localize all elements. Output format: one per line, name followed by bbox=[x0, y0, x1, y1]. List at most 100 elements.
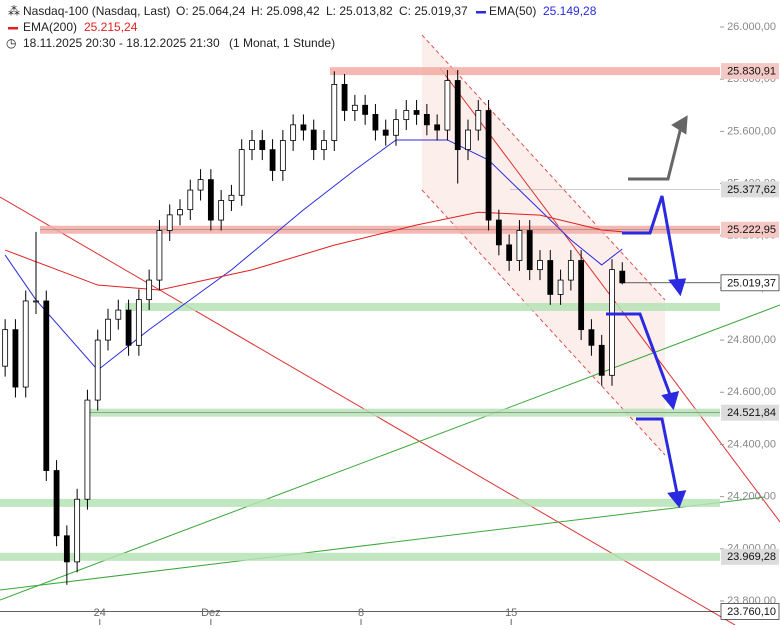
annotations bbox=[0, 34, 780, 626]
level-label: 25.222,95 bbox=[727, 224, 776, 236]
candle-body bbox=[197, 179, 204, 191]
low: L: 25.013,82 bbox=[326, 4, 393, 18]
candle-body bbox=[331, 84, 338, 141]
arrows bbox=[606, 115, 688, 508]
y-tick-label: 24.400,00 bbox=[727, 438, 776, 450]
y-tick-label: 24.800,00 bbox=[727, 334, 776, 346]
candle-body bbox=[526, 230, 533, 271]
candle-body bbox=[84, 399, 91, 500]
candle-body bbox=[567, 260, 574, 281]
candle-body bbox=[403, 110, 410, 121]
level-band bbox=[0, 498, 720, 507]
level-label-box bbox=[720, 603, 780, 620]
candle-body bbox=[454, 80, 461, 151]
level-label: 25.830,91 bbox=[727, 66, 776, 78]
candle-body bbox=[465, 129, 471, 151]
candle-body bbox=[609, 269, 615, 376]
legend-name: EMA(50) bbox=[489, 4, 536, 18]
close: C: 25.019,37 bbox=[399, 4, 468, 18]
candle-body bbox=[495, 219, 502, 246]
period: 18.11.2025 20:30 - 18.12.2025 21:30 bbox=[23, 36, 220, 50]
interval: (1 Monat, 1 Stunde) bbox=[229, 36, 335, 50]
candle-body bbox=[238, 149, 245, 196]
high: H: 25.098,42 bbox=[251, 4, 320, 18]
channel-lower bbox=[421, 189, 666, 456]
candle-body bbox=[485, 110, 492, 221]
candle-body bbox=[516, 230, 523, 261]
candle-body bbox=[475, 110, 482, 131]
open: O: 25.064,24 bbox=[176, 4, 246, 18]
level-label-box bbox=[721, 63, 779, 80]
level-label: 25.019,37 bbox=[727, 277, 776, 289]
candle-body bbox=[434, 124, 441, 131]
candle-body bbox=[413, 110, 420, 115]
y-tick-label: 24.200,00 bbox=[727, 491, 776, 503]
legend-name: EMA(200) bbox=[23, 20, 77, 34]
trend-line bbox=[0, 496, 766, 591]
level-label-box bbox=[721, 181, 779, 198]
candle-body bbox=[156, 230, 163, 281]
candle-body bbox=[249, 140, 255, 151]
x-tick-label: Dez bbox=[201, 607, 221, 619]
level-band bbox=[330, 67, 720, 76]
candle-body bbox=[588, 329, 595, 346]
candle-body bbox=[12, 329, 19, 388]
legend-value: 25.149,28 bbox=[543, 4, 597, 18]
legend-swatch bbox=[8, 27, 18, 30]
y-tick-label: 25.600,00 bbox=[727, 125, 776, 137]
candle-body bbox=[63, 535, 70, 563]
candle-body bbox=[547, 260, 554, 295]
candle-body bbox=[207, 179, 214, 221]
candle-body bbox=[105, 318, 111, 341]
candle-body bbox=[146, 279, 153, 301]
candle-body bbox=[362, 104, 369, 115]
candle-body bbox=[351, 104, 358, 111]
header: ⁂ Nasdaq-100 (Nasdaq, Last) O: 25.064,24… bbox=[6, 4, 597, 50]
ema-line bbox=[4, 139, 623, 371]
candle-body bbox=[423, 114, 430, 126]
candle-body bbox=[177, 209, 183, 216]
instrument: Nasdaq-100 (Nasdaq, Last) bbox=[23, 4, 170, 18]
level-label-box bbox=[721, 404, 779, 421]
candle-body bbox=[125, 309, 132, 346]
candle-body bbox=[228, 194, 235, 201]
x-tick-label: 8 bbox=[358, 607, 364, 619]
y-tick-label: 24.600,00 bbox=[727, 386, 776, 398]
legend-value: 25.215,24 bbox=[84, 20, 138, 34]
candle-body bbox=[506, 244, 513, 261]
candle-body bbox=[279, 140, 286, 171]
candle-body bbox=[382, 129, 389, 136]
candle-body bbox=[259, 140, 266, 151]
candle-body bbox=[619, 270, 626, 284]
ema-line bbox=[4, 211, 623, 291]
candle-body bbox=[218, 200, 225, 221]
candle-body bbox=[269, 149, 276, 171]
candle-body bbox=[444, 80, 451, 131]
level-label-box bbox=[720, 274, 780, 292]
candle-body bbox=[300, 124, 307, 131]
candle-body bbox=[321, 140, 327, 151]
candle-body bbox=[290, 124, 297, 141]
level-band bbox=[0, 552, 720, 561]
candle-body bbox=[43, 300, 50, 471]
level-label: 23.760,10 bbox=[727, 606, 776, 618]
channel-upper bbox=[421, 34, 666, 301]
level-label-box bbox=[721, 221, 779, 238]
level-label: 24.521,84 bbox=[727, 407, 776, 419]
candle-body bbox=[557, 279, 564, 295]
candle-body bbox=[53, 470, 60, 537]
icon: ⁂ bbox=[8, 4, 20, 18]
candle-body bbox=[115, 309, 122, 320]
candle-body bbox=[135, 299, 142, 346]
legend-swatch bbox=[476, 11, 486, 14]
candle-body bbox=[310, 129, 317, 151]
candle-body bbox=[94, 339, 101, 401]
candle-body bbox=[22, 300, 29, 388]
candle-body bbox=[33, 300, 39, 303]
candle-body bbox=[2, 329, 9, 367]
candle-body bbox=[166, 214, 173, 231]
candle-body bbox=[341, 84, 348, 111]
level-label: 23.969,28 bbox=[727, 551, 776, 563]
trend-line bbox=[0, 304, 780, 601]
